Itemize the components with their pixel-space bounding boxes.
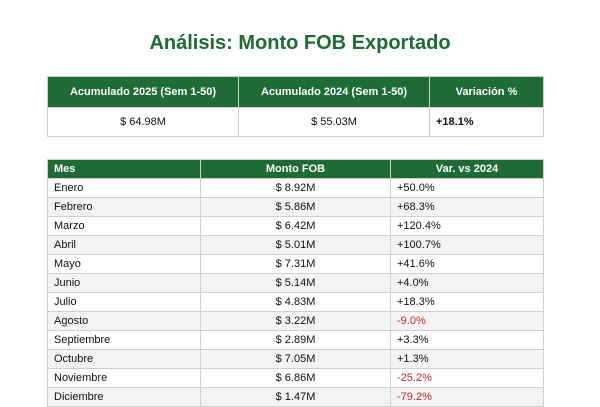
cell-mes: Marzo bbox=[47, 216, 201, 236]
cell-var: -79.2% bbox=[390, 387, 544, 407]
cell-monto: $ 5.14M bbox=[200, 273, 391, 293]
cell-var: -9.0% bbox=[390, 311, 544, 331]
cell-monto: $ 5.01M bbox=[200, 235, 391, 255]
table-row: Diciembre $ 1.47M -79.2% bbox=[47, 387, 544, 407]
table-row: Agosto $ 3.22M -9.0% bbox=[47, 311, 544, 331]
cell-var: +1.3% bbox=[390, 349, 544, 369]
table-row: Febrero $ 5.86M +68.3% bbox=[47, 197, 544, 217]
table-row: Septiembre $ 2.89M +3.3% bbox=[47, 330, 544, 350]
summary-value-variacion: +18.1% bbox=[429, 107, 544, 137]
table-row: Mayo $ 7.31M +41.6% bbox=[47, 254, 544, 274]
cell-var: +3.3% bbox=[390, 330, 544, 350]
cell-var: +18.3% bbox=[390, 292, 544, 312]
header-var-vs-2024: Var. vs 2024 bbox=[390, 159, 544, 179]
cell-monto: $ 3.22M bbox=[200, 311, 391, 331]
cell-monto: $ 6.86M bbox=[200, 368, 391, 388]
cell-mes: Noviembre bbox=[47, 368, 201, 388]
table-row: Abril $ 5.01M +100.7% bbox=[47, 235, 544, 255]
summary-header-acumulado-2024: Acumulado 2024 (Sem 1-50) bbox=[238, 76, 430, 108]
cell-var: +120.4% bbox=[390, 216, 544, 236]
cell-mes: Abril bbox=[47, 235, 201, 255]
table-row: Octubre $ 7.05M +1.3% bbox=[47, 349, 544, 369]
monthly-table: Mes Monto FOB Var. vs 2024 Enero $ 8.92M… bbox=[47, 159, 544, 407]
cell-var: +4.0% bbox=[390, 273, 544, 293]
cell-mes: Enero bbox=[47, 178, 201, 198]
cell-mes: Septiembre bbox=[47, 330, 201, 350]
cell-mes: Febrero bbox=[47, 197, 201, 217]
table-row: Junio $ 5.14M +4.0% bbox=[47, 273, 544, 293]
cell-monto: $ 7.31M bbox=[200, 254, 391, 274]
cell-mes: Julio bbox=[47, 292, 201, 312]
cell-var: -25.2% bbox=[390, 368, 544, 388]
summary-value-row: $ 64.98M $ 55.03M +18.1% bbox=[47, 107, 544, 137]
cell-mes: Octubre bbox=[47, 349, 201, 369]
summary-table: Acumulado 2025 (Sem 1-50) Acumulado 2024… bbox=[47, 76, 544, 137]
header-monto-fob: Monto FOB bbox=[200, 159, 391, 179]
cell-monto: $ 6.42M bbox=[200, 216, 391, 236]
summary-value-acumulado-2024: $ 55.03M bbox=[238, 107, 430, 137]
cell-monto: $ 4.83M bbox=[200, 292, 391, 312]
cell-monto: $ 1.47M bbox=[200, 387, 391, 407]
summary-value-acumulado-2025: $ 64.98M bbox=[47, 107, 239, 137]
table-row: Enero $ 8.92M +50.0% bbox=[47, 178, 544, 198]
summary-header-variacion: Variación % bbox=[429, 76, 544, 108]
table-row: Marzo $ 6.42M +120.4% bbox=[47, 216, 544, 236]
cell-var: +68.3% bbox=[390, 197, 544, 217]
summary-header-row: Acumulado 2025 (Sem 1-50) Acumulado 2024… bbox=[47, 76, 544, 108]
cell-monto: $ 8.92M bbox=[200, 178, 391, 198]
summary-header-acumulado-2025: Acumulado 2025 (Sem 1-50) bbox=[47, 76, 239, 108]
monthly-header-row: Mes Monto FOB Var. vs 2024 bbox=[47, 159, 544, 179]
table-row: Noviembre $ 6.86M -25.2% bbox=[47, 368, 544, 388]
cell-mes: Junio bbox=[47, 273, 201, 293]
cell-mes: Diciembre bbox=[47, 387, 201, 407]
header-mes: Mes bbox=[47, 159, 201, 179]
cell-var: +50.0% bbox=[390, 178, 544, 198]
cell-mes: Agosto bbox=[47, 311, 201, 331]
cell-monto: $ 5.86M bbox=[200, 197, 391, 217]
cell-monto: $ 2.89M bbox=[200, 330, 391, 350]
cell-var: +100.7% bbox=[390, 235, 544, 255]
cell-mes: Mayo bbox=[47, 254, 201, 274]
page-title: Análisis: Monto FOB Exportado bbox=[149, 32, 451, 54]
cell-monto: $ 7.05M bbox=[200, 349, 391, 369]
cell-var: +41.6% bbox=[390, 254, 544, 274]
table-row: Julio $ 4.83M +18.3% bbox=[47, 292, 544, 312]
